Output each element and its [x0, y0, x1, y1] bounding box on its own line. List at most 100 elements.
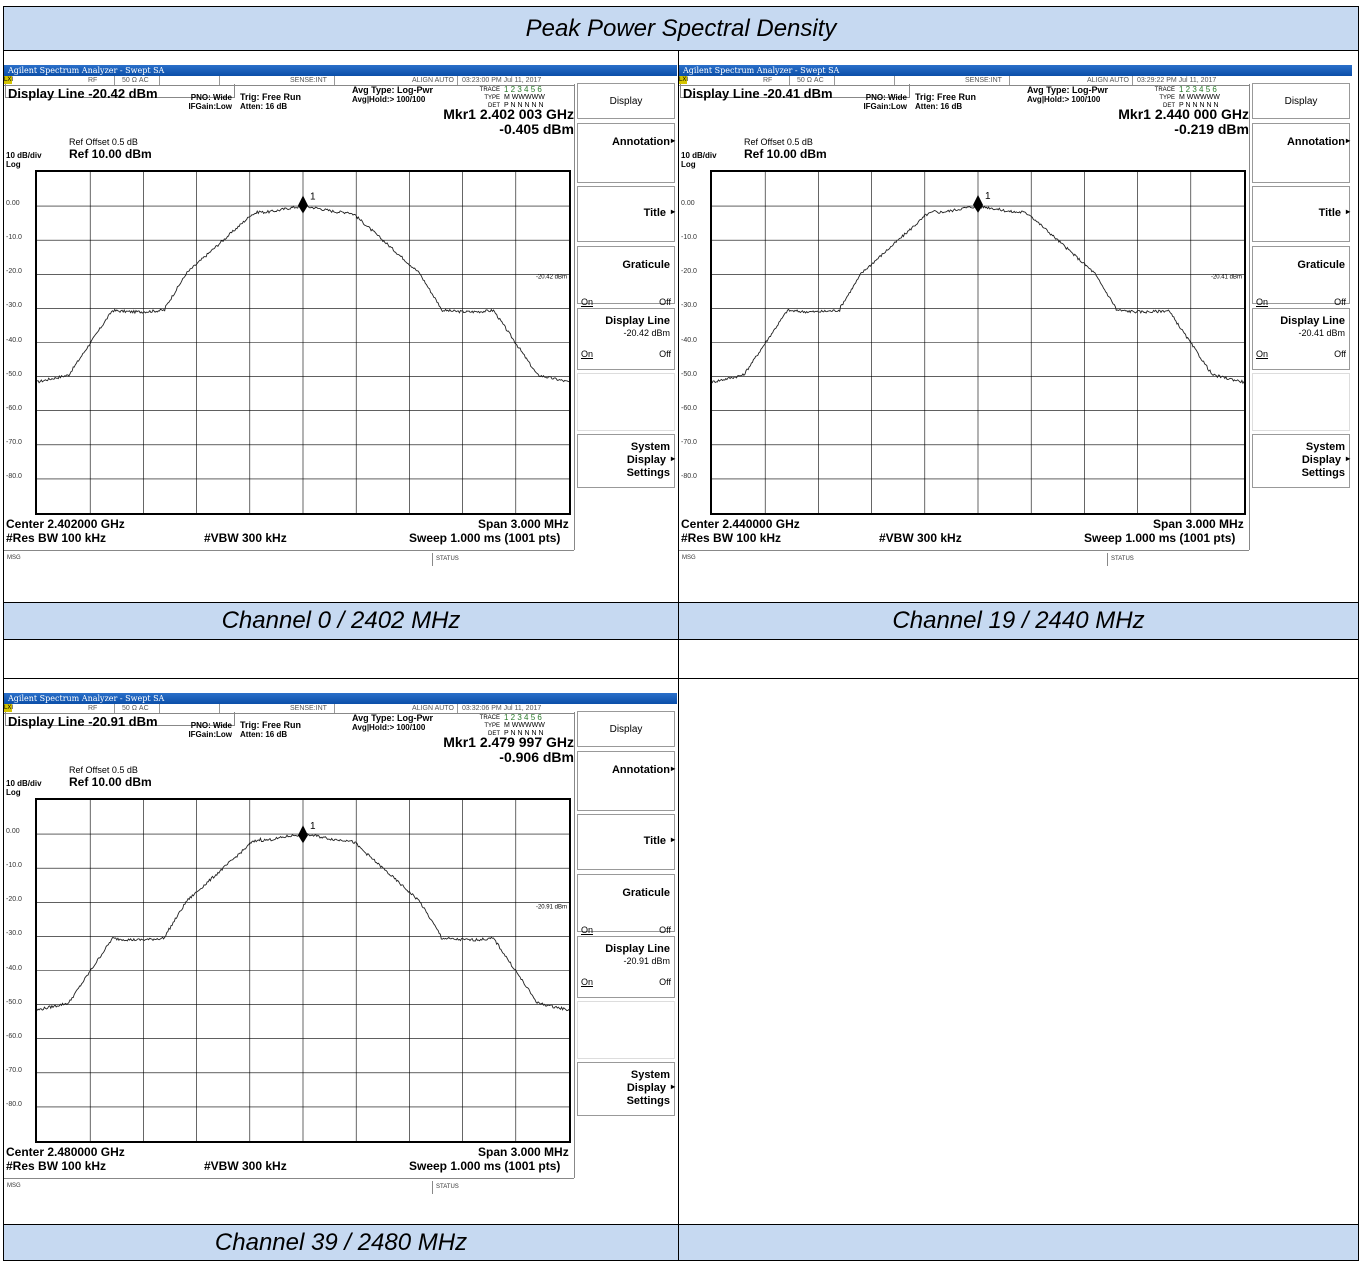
y-tick-label: -30.0 — [681, 302, 697, 310]
softkey-blank — [577, 1001, 675, 1059]
trig-label: Trig: Free Run — [915, 92, 977, 102]
type-label: TYPE — [1159, 95, 1175, 101]
spacer-cell-left — [4, 640, 679, 679]
softkey-system-display-settings[interactable]: System Display ▸ Settings — [1252, 434, 1350, 488]
status-label: STATUS — [1107, 553, 1134, 566]
y-tick-label: -60.0 — [6, 1032, 22, 1040]
center-frequency: Center 2.440000 GHz — [681, 517, 800, 531]
y-tick-label: -60.0 — [681, 404, 697, 412]
softkey-annotation[interactable]: Annotation ▸ — [577, 751, 675, 811]
avg-hold-label: Avg|Hold:> 100/100 — [1027, 95, 1101, 104]
sense-label: SENSE:INT — [290, 77, 327, 84]
det-label: DET — [488, 103, 500, 109]
sweep-label: Sweep 1.000 ms (1001 pts) — [1084, 531, 1236, 545]
softkey-annotation[interactable]: Annotation ▸ — [1252, 123, 1350, 183]
y-tick-label: -20.0 — [681, 268, 697, 276]
trace-digits: 1 2 3 4 5 6 — [1179, 85, 1217, 94]
softkey-system-display-settings[interactable]: System Display ▸ Settings — [577, 1062, 675, 1116]
softkey-graticule[interactable]: Graticule On Off — [1252, 246, 1350, 307]
atten-label: Atten: 16 dB — [240, 102, 288, 111]
lxi-icon: LXI — [4, 76, 14, 84]
status-label: STATUS — [432, 553, 459, 566]
center-frequency: Center 2.480000 GHz — [6, 1145, 125, 1159]
avg-hold-label: Avg|Hold:> 100/100 — [352, 723, 426, 732]
marker-label: 1 — [310, 821, 316, 832]
rbw-label: #Res BW 100 kHz — [6, 1159, 107, 1173]
softkey-graticule[interactable]: Graticule On Off — [577, 246, 675, 307]
y-tick-label: -10.0 — [6, 862, 22, 870]
y-tick-label: -60.0 — [6, 404, 22, 412]
softkey-annotation[interactable]: Annotation ▸ — [577, 123, 675, 183]
avg-type-label: Avg Type: Log-Pwr — [1027, 85, 1108, 95]
softkey-display[interactable]: Display — [1252, 83, 1350, 119]
marker-readout: Mkr1 2.440 000 GHz -0.219 dBm — [1118, 107, 1249, 137]
y-tick-label: 0.00 — [6, 200, 20, 208]
softkey-display[interactable]: Display — [577, 711, 675, 747]
timestamp: 03:32:06 PM Jul 11, 2017 — [462, 705, 542, 712]
message-bar: MSG STATUS — [679, 550, 1249, 566]
y-tick-label: -30.0 — [6, 930, 22, 938]
timestamp: 03:23:00 PM Jul 11, 2017 — [462, 77, 542, 84]
y-tick-label: -40.0 — [6, 336, 22, 344]
timestamp: 03:29:22 PM Jul 11, 2017 — [1137, 77, 1217, 84]
softkey-graticule[interactable]: Graticule On Off — [577, 874, 675, 935]
ref-offset: Ref Offset 0.5 dB — [744, 137, 813, 147]
y-tick-label: -40.0 — [681, 336, 697, 344]
vbw-label: #VBW 300 kHz — [879, 531, 962, 545]
rbw-label: #Res BW 100 kHz — [6, 531, 107, 545]
spectrum-plot: -20.41 dBm 1 — [710, 170, 1246, 515]
y-tick-label: 0.00 — [6, 828, 20, 836]
spectrum-plot-svg: -20.42 dBm 1 — [37, 172, 569, 513]
table-title: Peak Power Spectral Density — [525, 14, 837, 42]
message-bar: MSG STATUS — [4, 550, 574, 566]
softkey-display[interactable]: Display — [577, 83, 675, 119]
spectrum-plot: -20.42 dBm 1 — [35, 170, 571, 515]
span-label: Span 3.000 MHz — [1153, 517, 1244, 531]
marker-diamond-icon — [973, 194, 983, 213]
trace-label: TRACE — [1154, 87, 1175, 93]
scale-label: 10 dB/div — [6, 151, 42, 160]
avg-type-label: Avg Type: Log-Pwr — [352, 713, 433, 723]
ifgain-label: IFGain:Low — [188, 730, 232, 739]
marker-readout: Mkr1 2.402 003 GHz -0.405 dBm — [443, 107, 574, 137]
window-title-bar: Agilent Spectrum Analyzer - Swept SA — [679, 65, 1352, 76]
vbw-label: #VBW 300 kHz — [204, 531, 287, 545]
window-title-bar: Agilent Spectrum Analyzer - Swept SA — [4, 693, 677, 704]
align-label: ALIGN AUTO — [1087, 77, 1129, 84]
spectrum-plot-svg: -20.91 dBm 1 — [37, 800, 569, 1141]
ifgain-label: IFGain:Low — [863, 102, 907, 111]
scale-label: 10 dB/div — [6, 779, 42, 788]
sweep-label: Sweep 1.000 ms (1001 pts) — [409, 531, 561, 545]
y-tick-label: -80.0 — [6, 1100, 22, 1108]
softkey-display-line[interactable]: Display Line -20.91 dBm On Off — [577, 936, 675, 998]
softkey-system-display-settings[interactable]: System Display ▸ Settings — [577, 434, 675, 488]
status-label: STATUS — [432, 1181, 459, 1194]
spectrum-analyzer-screen-2: Agilent Spectrum Analyzer - Swept SA LXI… — [4, 693, 677, 1211]
caption-ch0: Channel 0 / 2402 MHz — [221, 607, 461, 634]
align-label: ALIGN AUTO — [412, 705, 454, 712]
display-line-tag: -20.42 dBm — [536, 275, 567, 281]
pno-label: PNO: Wide — [190, 93, 232, 102]
pno-label: PNO: Wide — [865, 93, 907, 102]
avg-type-label: Avg Type: Log-Pwr — [352, 85, 433, 95]
type-value: M WWWWW — [1179, 94, 1220, 101]
softkey-title[interactable]: Title ▸ — [577, 814, 675, 870]
display-line-tag: -20.41 dBm — [1211, 275, 1242, 281]
sense-label: SENSE:INT — [290, 705, 327, 712]
status-row: LXI RF 50 Ω AC SENSE:INT ALIGN AUTO 03:2… — [679, 76, 1249, 86]
window-title: Agilent Spectrum Analyzer - Swept SA — [8, 66, 165, 75]
msg-label: MSG — [682, 555, 696, 561]
trace-label: TRACE — [479, 715, 500, 721]
softkey-title[interactable]: Title ▸ — [577, 186, 675, 242]
y-tick-label: -10.0 — [6, 234, 22, 242]
y-tick-label: -70.0 — [681, 438, 697, 446]
softkey-display-line[interactable]: Display Line -20.41 dBm On Off — [1252, 308, 1350, 370]
vbw-label: #VBW 300 kHz — [204, 1159, 287, 1173]
y-tick-label: -80.0 — [681, 472, 697, 480]
y-tick-label: -20.0 — [6, 896, 22, 904]
center-frequency: Center 2.402000 GHz — [6, 517, 125, 531]
softkey-title[interactable]: Title ▸ — [1252, 186, 1350, 242]
display-line-readout: Display Line -20.42 dBm — [8, 86, 158, 101]
empty-caption-cell — [679, 1225, 1358, 1260]
softkey-display-line[interactable]: Display Line -20.42 dBm On Off — [577, 308, 675, 370]
